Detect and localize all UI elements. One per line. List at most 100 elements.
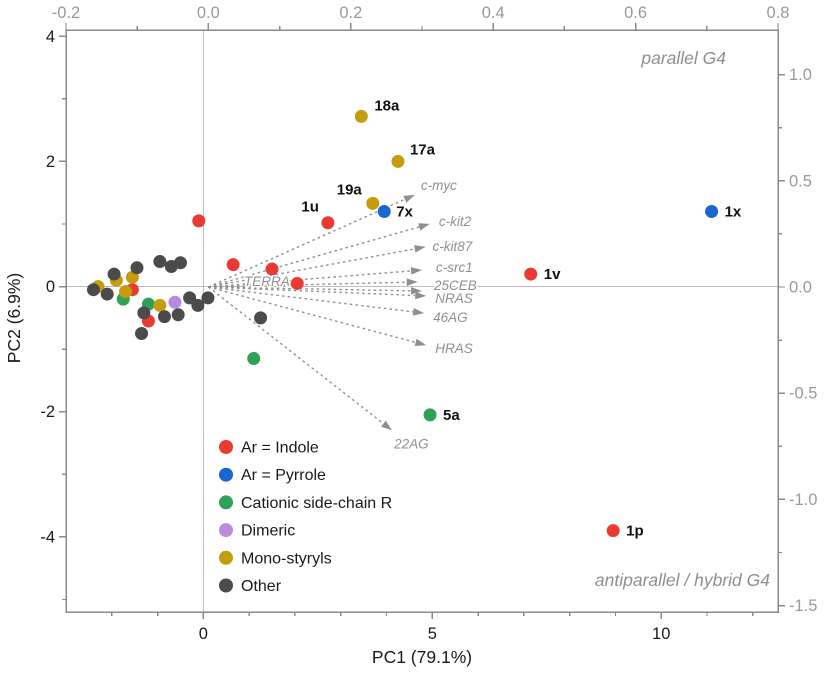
legend-label-3: Dimeric bbox=[241, 523, 295, 540]
data-point-18a bbox=[354, 109, 368, 123]
loading-arrow-NRAS bbox=[208, 286, 416, 297]
data-point bbox=[226, 258, 240, 272]
loading-label-c-kit2: c-kit2 bbox=[439, 214, 472, 229]
data-point bbox=[137, 306, 151, 320]
data-point bbox=[119, 285, 133, 299]
point-label-7x: 7x bbox=[396, 203, 413, 220]
left-tick-label: -2 bbox=[40, 403, 55, 421]
loading-arrow-TERRA bbox=[208, 281, 407, 288]
antiparallel-hybrid-g4-annotation: antiparallel / hybrid G4 bbox=[595, 570, 770, 590]
data-point bbox=[135, 327, 149, 341]
parallel-g4-annotation: parallel G4 bbox=[640, 48, 726, 68]
loading-arrowhead-46AG bbox=[412, 308, 425, 316]
data-point bbox=[201, 291, 215, 305]
loading-arrowhead-c-kit87 bbox=[414, 245, 426, 253]
loading-arrow-HRAS bbox=[208, 286, 416, 344]
loading-arrow-c-kit2 bbox=[208, 226, 420, 288]
loading-arrow-22AG bbox=[207, 286, 384, 425]
bottom-tick-label: 5 bbox=[428, 625, 437, 643]
loading-arrow-c-myc bbox=[208, 198, 406, 288]
data-point-19a bbox=[366, 196, 380, 210]
data-point-1u bbox=[321, 216, 335, 230]
legend-marker-4 bbox=[219, 550, 233, 565]
top-tick-label: 0.2 bbox=[339, 4, 362, 22]
legend-marker-5 bbox=[219, 578, 233, 593]
data-point-5a bbox=[423, 408, 437, 422]
top-tick-label: 0.8 bbox=[767, 4, 790, 22]
legend-marker-0 bbox=[219, 440, 233, 454]
data-point-17a bbox=[391, 154, 405, 168]
bottom-tick-label: 0 bbox=[199, 625, 208, 643]
data-point bbox=[265, 262, 279, 276]
right-tick-label: 0.0 bbox=[789, 279, 812, 297]
data-point bbox=[192, 214, 206, 228]
data-point-1x bbox=[705, 204, 719, 218]
data-point bbox=[86, 283, 100, 297]
right-tick-label: -1.0 bbox=[789, 491, 817, 509]
loading-label-NRAS: NRAS bbox=[435, 291, 473, 306]
loading-label-22AG: 22AG bbox=[393, 436, 429, 451]
data-point bbox=[100, 287, 114, 301]
left-tick-label: -4 bbox=[40, 528, 55, 546]
top-tick-label: 0.0 bbox=[197, 4, 220, 22]
legend-marker-3 bbox=[219, 523, 233, 538]
legend-label-5: Other bbox=[241, 578, 282, 595]
data-point bbox=[107, 267, 121, 281]
right-tick-label: 0.5 bbox=[789, 172, 812, 190]
point-label-18a: 18a bbox=[374, 97, 400, 114]
point-label-17a: 17a bbox=[410, 141, 436, 158]
legend-marker-2 bbox=[219, 495, 233, 510]
left-tick-label: 0 bbox=[46, 278, 55, 296]
loading-arrowhead-c-myc bbox=[403, 194, 415, 203]
loading-arrow-46AG bbox=[208, 286, 414, 313]
point-label-1p: 1p bbox=[626, 523, 644, 540]
top-tick-label: 0.4 bbox=[482, 4, 505, 22]
loading-arrowhead-NRAS bbox=[415, 291, 427, 300]
data-point bbox=[153, 298, 167, 312]
loading-arrowhead-c-src1 bbox=[410, 267, 422, 275]
top-tick-label: -0.2 bbox=[52, 4, 80, 22]
loading-arrowhead-c-kit2 bbox=[418, 223, 430, 231]
data-point-1v bbox=[524, 267, 538, 281]
right-tick-label: 1.0 bbox=[789, 66, 812, 84]
bottom-tick-label: 10 bbox=[652, 625, 670, 643]
data-point bbox=[157, 310, 171, 324]
data-point bbox=[130, 261, 144, 275]
loading-label-TERRA: TERRA bbox=[244, 274, 290, 289]
right-tick-label: -0.5 bbox=[789, 385, 817, 403]
data-point bbox=[191, 298, 205, 312]
loading-arrowhead-TERRA bbox=[406, 278, 418, 286]
loading-label-46AG: 46AG bbox=[433, 310, 468, 325]
data-point bbox=[153, 255, 167, 269]
data-point-7x bbox=[377, 204, 391, 218]
loading-label-25CEB: 25CEB bbox=[433, 278, 477, 293]
loading-arrowhead-HRAS bbox=[414, 338, 427, 347]
point-label-1x: 1x bbox=[725, 203, 742, 220]
data-point bbox=[173, 256, 187, 270]
plot-frame bbox=[65, 29, 779, 613]
legend-label-2: Cationic side-chain R bbox=[241, 495, 392, 512]
legend-label-1: Ar = Pyrrole bbox=[241, 467, 326, 484]
data-point bbox=[168, 295, 182, 309]
loading-label-c-kit87: c-kit87 bbox=[433, 239, 473, 254]
loading-label-c-src1: c-src1 bbox=[436, 260, 473, 275]
data-point bbox=[290, 276, 304, 290]
top-tick-label: 0.6 bbox=[624, 4, 647, 22]
legend-label-0: Ar = Indole bbox=[241, 440, 319, 457]
loading-arrow-c-src1 bbox=[208, 270, 412, 288]
left-tick-label: 4 bbox=[46, 28, 55, 46]
data-point bbox=[171, 308, 185, 322]
data-point-1p bbox=[606, 524, 620, 538]
legend-label-4: Mono-styryls bbox=[241, 550, 332, 567]
loading-label-HRAS: HRAS bbox=[435, 341, 473, 356]
point-label-1u: 1u bbox=[301, 199, 319, 216]
y-axis-title: PC2 (6.9%) bbox=[4, 273, 24, 363]
loading-arrow-c-kit87 bbox=[208, 248, 415, 288]
loading-arrowhead-22AG bbox=[381, 420, 393, 431]
point-label-5a: 5a bbox=[443, 407, 460, 424]
data-point bbox=[254, 311, 268, 325]
point-label-19a: 19a bbox=[337, 181, 363, 198]
